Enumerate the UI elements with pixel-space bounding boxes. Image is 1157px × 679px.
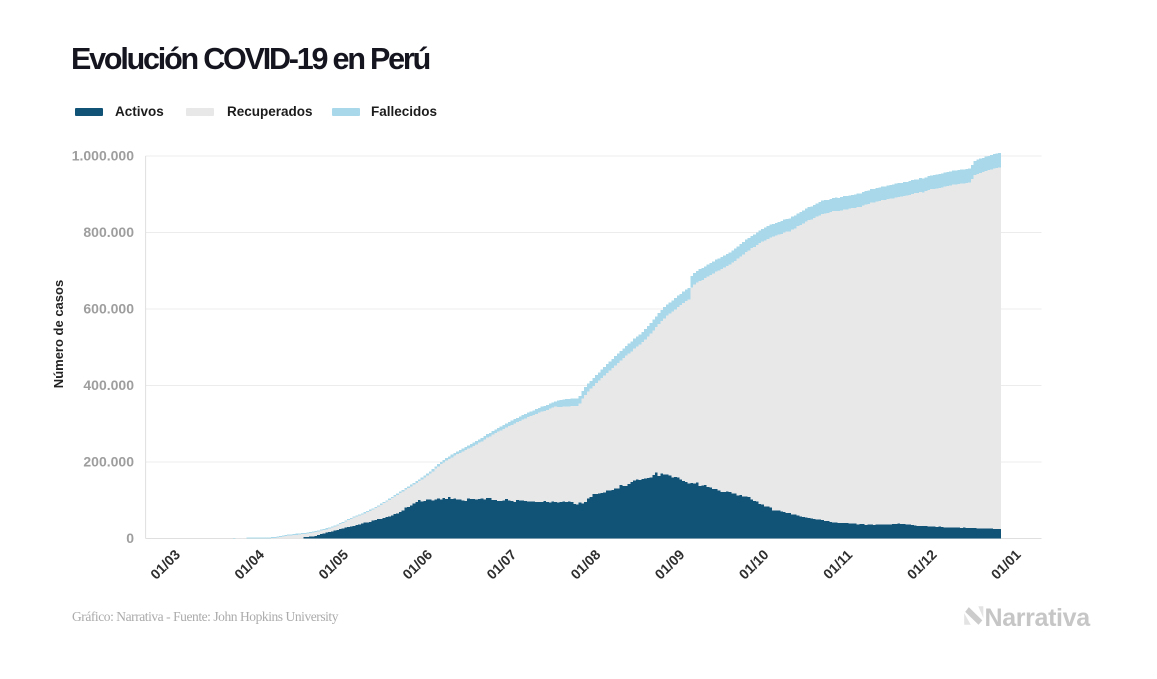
svg-text:01/08: 01/08 [567, 546, 603, 582]
svg-text:600.000: 600.000 [83, 301, 134, 317]
svg-text:200.000: 200.000 [83, 454, 134, 470]
svg-text:Número de casos: Número de casos [51, 280, 66, 388]
svg-text:01/07: 01/07 [483, 546, 519, 582]
svg-text:01/10: 01/10 [735, 546, 771, 582]
svg-text:800.000: 800.000 [83, 224, 134, 240]
svg-text:400.000: 400.000 [83, 377, 134, 393]
svg-text:01/04: 01/04 [231, 546, 267, 582]
svg-text:0: 0 [126, 530, 134, 546]
svg-text:01/09: 01/09 [651, 546, 687, 582]
svg-text:01/01: 01/01 [988, 546, 1024, 582]
svg-text:01/06: 01/06 [399, 546, 435, 582]
svg-text:01/05: 01/05 [315, 546, 351, 582]
svg-text:01/11: 01/11 [820, 546, 856, 582]
svg-text:1.000.000: 1.000.000 [72, 148, 134, 164]
svg-text:01/12: 01/12 [904, 546, 940, 582]
svg-text:01/03: 01/03 [147, 546, 183, 582]
